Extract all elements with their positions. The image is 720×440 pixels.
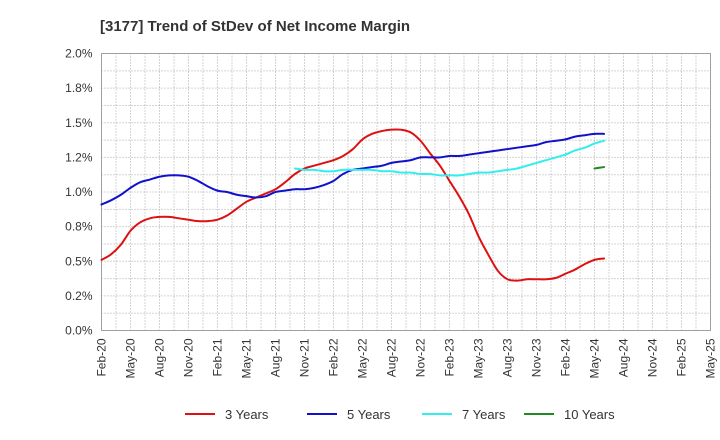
x-tick-label: May-20 (124, 338, 138, 378)
series-line-10-years (593, 166, 606, 170)
x-tick-label: Aug-20 (153, 338, 167, 377)
series-lines (100, 128, 606, 282)
legend-label: 10 Years (564, 407, 615, 422)
x-tick-label: May-21 (240, 338, 254, 378)
legend: 3 Years 5 Years 7 Years 10 Years (185, 407, 615, 422)
axes: 0.0% 0.2% 0.5% 0.8% 1.0% 1.2% 1.5% 1.8% 2.0% Feb-… (65, 47, 717, 379)
y-tick-label: 1.2% (65, 150, 93, 164)
y-tick-label: 0.5% (65, 254, 93, 268)
x-tick-label: May-25 (704, 338, 718, 378)
x-tick-label: Nov-21 (298, 338, 312, 377)
x-tick-label: May-22 (356, 338, 370, 378)
x-tick-label: Feb-25 (675, 338, 689, 376)
x-tick-label: May-24 (588, 338, 602, 378)
x-tick-label: Feb-20 (95, 338, 109, 376)
y-tick-label: 1.0% (65, 185, 93, 199)
x-tick-label: Nov-23 (530, 338, 544, 377)
legend-item-3-years: 3 Years (185, 407, 269, 422)
x-tick-label: Aug-22 (385, 338, 399, 377)
legend-item-10-years: 10 Years (524, 407, 615, 422)
x-tick-label: Feb-21 (211, 338, 225, 376)
y-tick-label: 2.0% (65, 47, 93, 61)
y-tick-label: 1.5% (65, 116, 93, 130)
x-tick-label: May-23 (472, 338, 486, 378)
y-tick-label: 0.0% (65, 324, 93, 338)
x-tick-label: Nov-24 (646, 338, 660, 377)
x-tick-label: Aug-21 (269, 338, 283, 377)
x-tick-label: Aug-23 (501, 338, 515, 377)
x-tick-label: Feb-22 (327, 338, 341, 376)
legend-label: 3 Years (225, 407, 269, 422)
grid (101, 53, 711, 331)
legend-item-7-years: 7 Years (422, 407, 506, 422)
x-tick-label: Nov-20 (182, 338, 196, 377)
y-tick-label: 0.8% (65, 220, 93, 234)
y-tick-label: 0.2% (65, 289, 93, 303)
series-line-7-years (293, 139, 606, 177)
legend-label: 5 Years (347, 407, 391, 422)
chart-title: [3177] Trend of StDev of Net Income Marg… (100, 18, 410, 35)
y-tick-label: 1.8% (65, 81, 93, 95)
x-tick-label: Feb-24 (559, 338, 573, 376)
x-tick-label: Feb-23 (443, 338, 457, 376)
legend-item-5-years: 5 Years (307, 407, 391, 422)
series-line-3-years (100, 128, 606, 282)
x-tick-label: Aug-24 (617, 338, 631, 377)
x-tick-label: Nov-22 (414, 338, 428, 377)
legend-label: 7 Years (462, 407, 506, 422)
